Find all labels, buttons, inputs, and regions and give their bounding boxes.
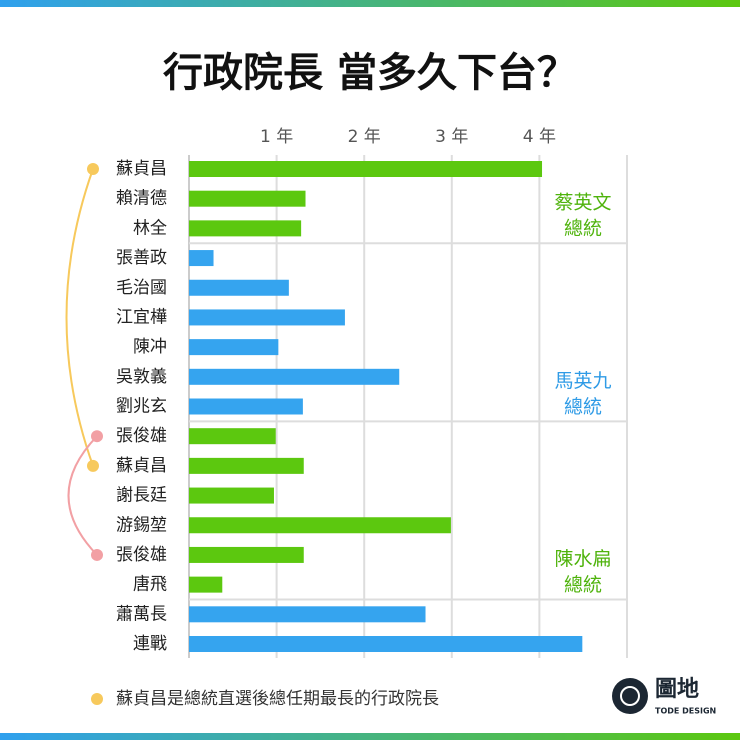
y-tick-label: 張善政 <box>116 248 167 268</box>
bar <box>189 636 583 652</box>
y-tick-label: 張俊雄 <box>116 426 167 446</box>
bar <box>189 457 304 474</box>
logo-name: 圖地 <box>655 677 699 702</box>
y-tick-label: 蕭萬長 <box>116 604 167 624</box>
y-tick-label: 賴清德 <box>116 189 167 209</box>
group-label: 總統 <box>564 574 602 596</box>
note: 蘇貞昌是總統直選後總任期最長的行政院長 <box>116 689 439 709</box>
link-dot <box>91 548 103 561</box>
y-tick-label: 陳冲 <box>133 337 167 357</box>
bar <box>189 428 276 445</box>
y-tick-label: 吳敦義 <box>116 367 167 387</box>
x-tick-label: 3 年 <box>435 127 468 147</box>
y-tick-label: 游錫堃 <box>116 515 167 535</box>
bottom-stripe <box>0 733 740 740</box>
bar <box>189 190 306 207</box>
bar <box>189 368 400 385</box>
bar <box>189 279 289 296</box>
y-tick-label: 連戰 <box>133 634 167 654</box>
y-tick-label: 毛治國 <box>116 278 167 298</box>
link-arc <box>67 435 98 556</box>
logo-sub: TODE DESIGN <box>655 707 716 716</box>
link-dot <box>91 430 103 443</box>
x-tick-label: 4 年 <box>523 127 556 147</box>
y-tick-label: 江宜樺 <box>116 307 167 327</box>
top-stripe <box>0 0 740 7</box>
bar <box>189 606 426 623</box>
bar <box>189 339 279 356</box>
bar <box>189 161 543 177</box>
logo-icon-ring <box>620 686 640 706</box>
y-tick-label: 張俊雄 <box>116 545 167 565</box>
bar <box>189 546 304 563</box>
group-label: 陳水扁 <box>554 548 611 570</box>
bar <box>189 250 214 267</box>
y-tick-label: 謝長廷 <box>116 486 167 506</box>
bar <box>189 220 302 237</box>
bar <box>189 398 303 415</box>
note-dot <box>91 693 103 705</box>
y-tick-label: 唐飛 <box>133 574 167 595</box>
x-tick-label: 2 年 <box>348 127 381 147</box>
link-arc <box>65 168 94 467</box>
y-tick-label: 劉兆玄 <box>116 397 167 417</box>
bar <box>189 576 223 593</box>
bar <box>189 309 345 326</box>
bar <box>189 487 274 504</box>
group-label: 總統 <box>564 396 602 418</box>
link-dot <box>87 459 99 472</box>
group-label: 總統 <box>564 218 602 240</box>
link-dot <box>87 163 99 175</box>
x-tick-label: 1 年 <box>260 127 293 147</box>
group-label: 馬英九 <box>554 370 611 392</box>
group-label: 蔡英文 <box>554 192 611 214</box>
y-tick-label: 蘇貞昌 <box>116 456 167 476</box>
y-tick-label: 林全 <box>133 218 167 238</box>
logo-icon <box>612 678 648 714</box>
bar <box>189 517 451 534</box>
chart-title: 行政院長 當多久下台？ <box>163 50 577 96</box>
y-tick-label: 蘇貞昌 <box>116 159 167 179</box>
